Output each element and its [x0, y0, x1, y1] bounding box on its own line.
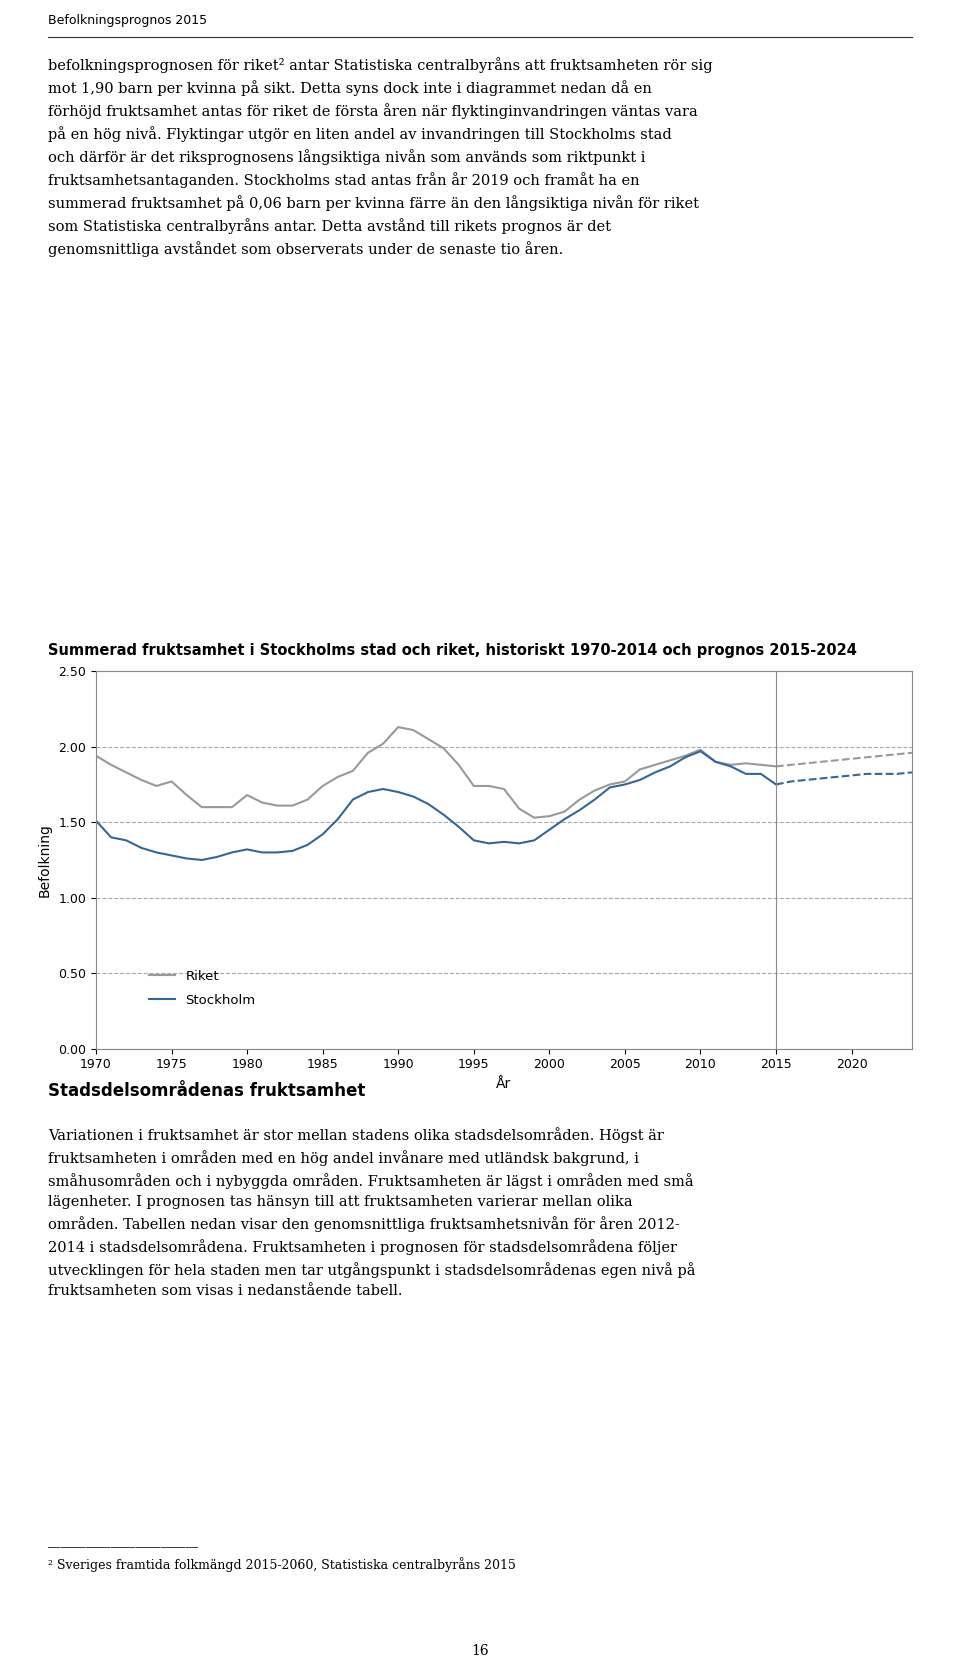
- Text: ________________________: ________________________: [48, 1535, 198, 1549]
- X-axis label: År: År: [496, 1077, 512, 1091]
- Text: Summerad fruktsamhet i Stockholms stad och riket, historiskt 1970-2014 och progn: Summerad fruktsamhet i Stockholms stad o…: [48, 643, 857, 658]
- Text: Befolkningsprognos 2015: Befolkningsprognos 2015: [48, 13, 207, 27]
- Y-axis label: Befolkning: Befolkning: [37, 822, 51, 898]
- Text: Stadsdelsområdenas fruktsamhet: Stadsdelsområdenas fruktsamhet: [48, 1082, 366, 1101]
- Text: 16: 16: [471, 1644, 489, 1658]
- Text: ² Sveriges framtida folkmängd 2015-2060, Statistiska centralbyråns 2015: ² Sveriges framtida folkmängd 2015-2060,…: [48, 1557, 516, 1572]
- Text: Variationen i fruktsamhet är stor mellan stadens olika stadsdelsområden. Högst ä: Variationen i fruktsamhet är stor mellan…: [48, 1128, 695, 1299]
- Text: befolkningsprognosen för riket² antar Statistiska centralbyråns att fruktsamhete: befolkningsprognosen för riket² antar St…: [48, 57, 712, 257]
- Legend: Riket, Stockholm: Riket, Stockholm: [143, 965, 261, 1012]
